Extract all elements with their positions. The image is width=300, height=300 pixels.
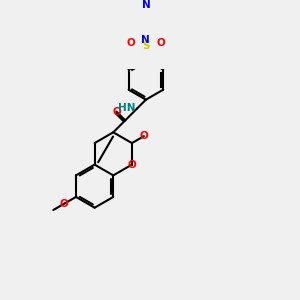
Text: HN: HN	[118, 103, 136, 113]
Text: S: S	[142, 41, 150, 51]
Text: O: O	[128, 160, 136, 170]
Text: O: O	[112, 106, 121, 117]
Text: N: N	[141, 35, 149, 45]
Text: O: O	[140, 131, 148, 141]
Text: N: N	[142, 0, 150, 10]
Text: O: O	[60, 199, 68, 209]
Text: O: O	[127, 38, 136, 48]
Text: O: O	[156, 38, 165, 48]
